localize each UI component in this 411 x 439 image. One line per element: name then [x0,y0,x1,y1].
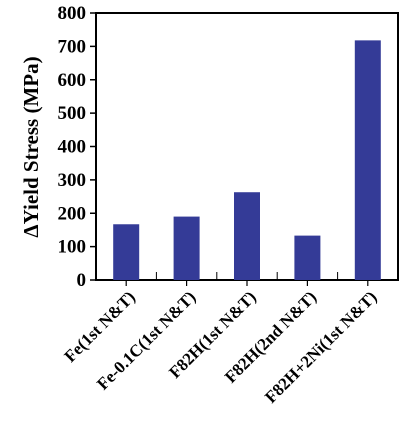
y-tick-label: 400 [58,137,87,158]
y-tick-label: 600 [58,70,87,91]
y-tick-label: 700 [58,36,87,57]
bar [113,224,140,280]
y-tick-label: 500 [58,103,87,124]
y-tick-label: 200 [58,203,87,224]
y-tick-label: 300 [58,170,87,191]
y-tick-label: 800 [58,3,87,24]
bar [234,192,260,280]
x-tick-label: F82H+2Ni(1st N&T) [261,287,380,406]
y-axis-title: ΔYield Stress (MPa) [19,56,43,237]
bar [294,235,321,280]
y-tick-label: 0 [77,270,87,291]
y-tick-label: 100 [58,237,87,258]
bar [354,40,381,281]
bar [173,216,200,280]
